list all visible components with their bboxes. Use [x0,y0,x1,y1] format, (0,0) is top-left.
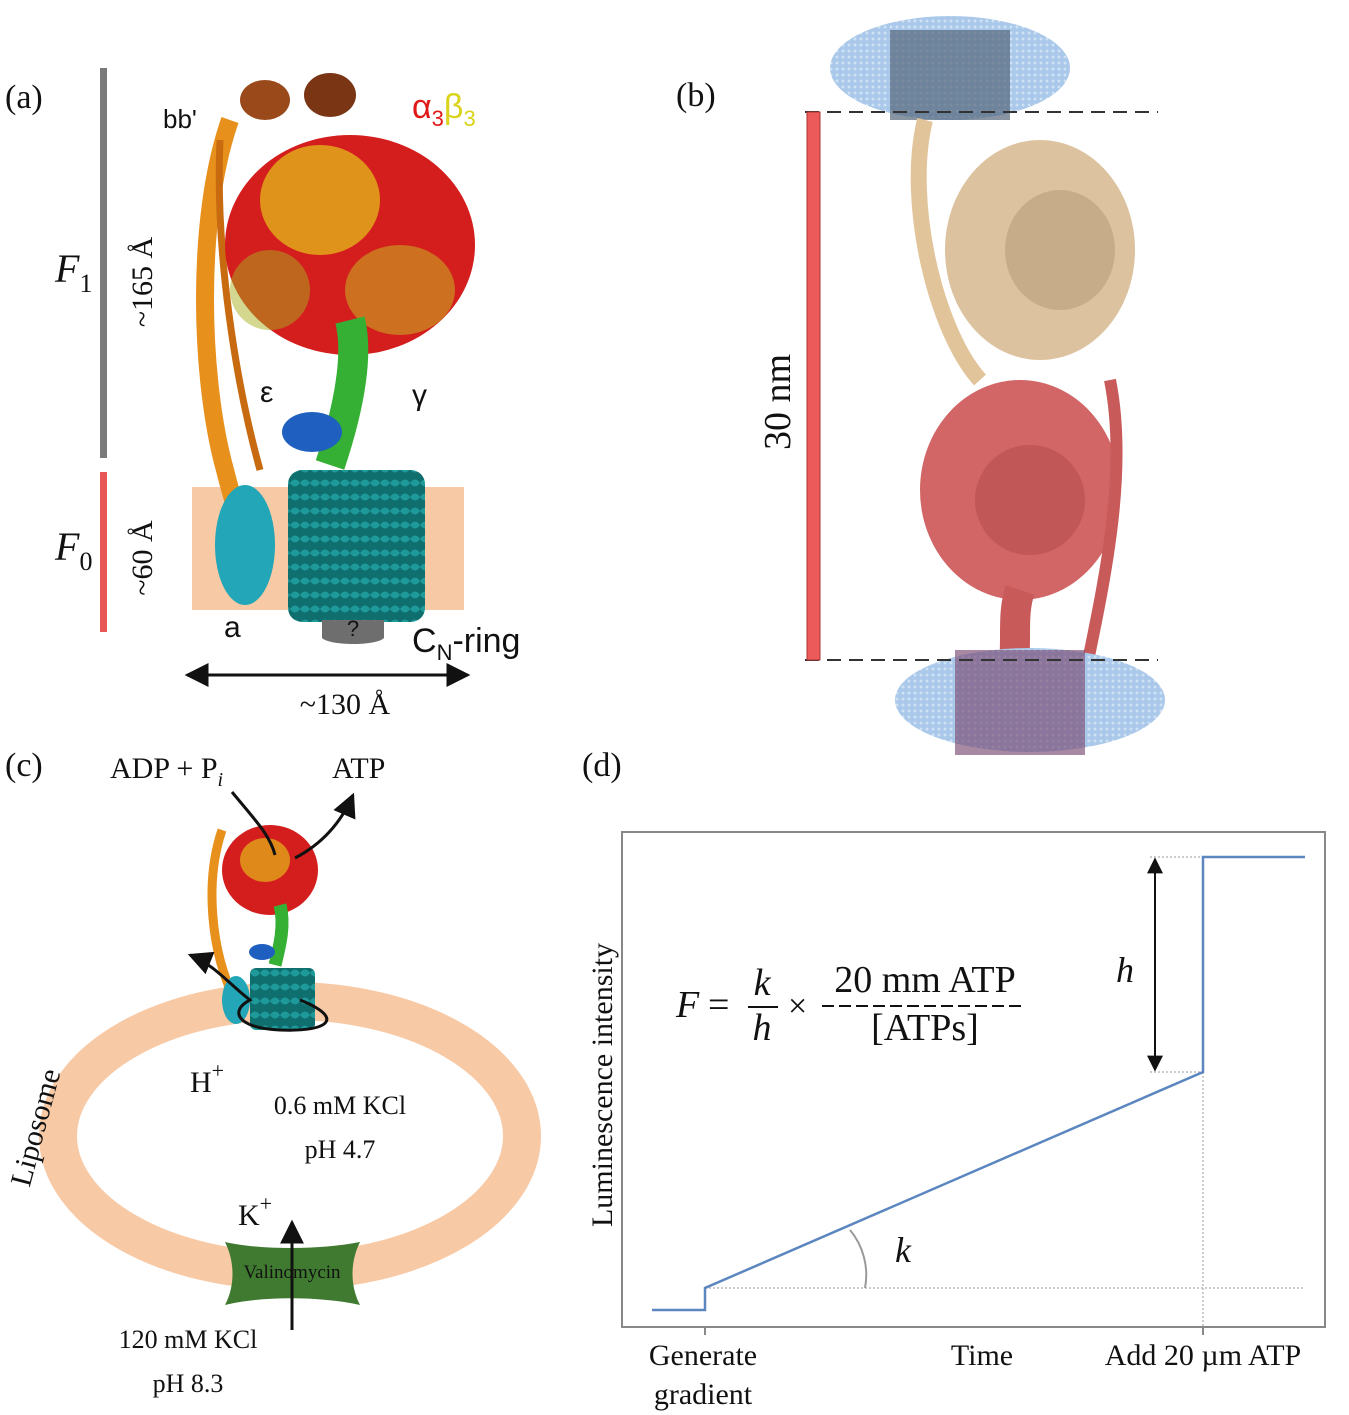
bb-label: bb' [163,104,197,134]
text-part: i [218,769,224,791]
potassium-label: K+ [238,1191,272,1232]
width-label: ~130 Å [300,688,391,721]
c-ring [250,968,315,1030]
h-label: h [1116,950,1134,990]
f0-bar [100,472,107,632]
epsilon [282,412,342,452]
y-axis-label: Luminescence intensity [586,943,619,1227]
alpha-beta-label: α3β3 [412,88,476,131]
head [230,250,310,330]
valinomycin-label: Valinomycin [243,1262,341,1283]
text-part: C [412,622,437,660]
x-label: gradient [654,1378,753,1411]
c-ring [955,650,1085,755]
text-part: ADP + P [110,752,218,785]
text-part: 1 [79,269,92,298]
panel-a: (a) F1 ~165 Å F0 ~60 Å ? bb' α3β3 ε γ a … [5,68,520,721]
text-part: α [412,88,432,126]
product-arrow [294,792,356,860]
product-label: ATP [332,752,385,785]
formula-denominator: [ATPs] [871,1007,979,1049]
signal-trace [652,855,1305,1312]
epsilon-label: ε [260,376,273,409]
question: ? [347,616,359,641]
text-part: N [437,640,453,665]
substrate-arrow [230,791,277,856]
text-part: 3 [463,106,475,131]
panel-d: (d) h k Luminescence intensity F = k h ×… [582,747,1326,1411]
inside-ph: pH 4.7 [305,1135,376,1164]
text-part: + [260,1191,272,1216]
outside-salt: 120 mM KCl [119,1325,258,1354]
formula-times: × [788,988,807,1025]
ring-label: CN-ring [412,622,520,665]
k-label: k [895,1230,912,1270]
head [975,445,1085,555]
text-part: H [190,1066,212,1099]
f1-bar [100,68,107,458]
head [1005,190,1115,310]
f0-size: ~60 Å [126,520,159,596]
formula-lhs: F [675,984,700,1026]
epsilon [249,944,275,960]
x-label: Time [951,1339,1013,1372]
a-subunit [215,485,275,605]
domain [304,73,356,117]
f1-label: F1 [54,246,92,298]
panel-tag: (c) [5,747,43,784]
text-part: -ring [452,622,520,660]
formula: F = k h × 20 mm ATP [ATPs] [675,959,1025,1049]
f0-label: F0 [54,524,92,576]
text-part: F [54,524,80,569]
head [345,245,455,335]
gamma-label: γ [412,379,427,412]
text-part: K [238,1199,260,1232]
gamma [315,316,369,470]
scale-bar [806,111,821,661]
panel-tag: (d) [582,747,622,784]
formula-numerator: 20 mm ATP [834,959,1016,1001]
panel-c: (c) ADP + Pi ATP H+ 0.6 mM KCl pH 4.7 Li… [4,747,541,1398]
head [260,145,380,255]
text-part: 0 [79,547,92,576]
outside-ph: pH 8.3 [153,1369,224,1398]
domain [240,80,290,120]
panel-tag: (a) [5,79,43,116]
substrate-label: ADP + Pi [110,752,223,791]
panel-tag: (b) [676,77,716,114]
text-part: + [212,1058,224,1083]
f1-size: ~165 Å [126,236,159,327]
liposome [39,982,541,1290]
plug [322,620,384,644]
plot-frame [621,831,1326,1328]
stalk [910,118,987,386]
formula-equals: = [708,984,729,1026]
text-part: β [444,88,464,126]
x-label: Add 20 µm ATP [1105,1339,1301,1372]
formula-k: k [754,962,772,1004]
gamma [268,903,289,967]
text-part: F [54,246,80,291]
proton-arrow [187,951,329,1032]
proton-label: H+ [190,1058,224,1099]
inside-salt: 0.6 mM KCl [274,1091,406,1120]
length-label: 30 nm [757,354,799,450]
text-part: 3 [432,106,444,131]
a-label: a [224,611,241,644]
formula-h: h [753,1007,772,1049]
stalk [215,139,264,471]
c-ring [288,470,425,622]
head [240,838,290,882]
c-ring [890,30,1010,120]
panel-b: (b) 30 nm [676,16,1165,755]
x-label: Generate [649,1339,757,1372]
angle-arc [849,1229,868,1289]
a-subunit [222,976,250,1024]
